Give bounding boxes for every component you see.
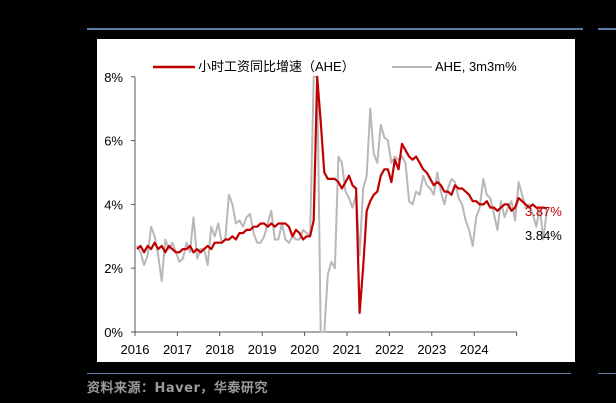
bottom-rule [87,373,571,374]
x-tick-label: 2016 [121,342,150,357]
series-line-ahe-yoy [136,75,548,314]
x-tick-label: 2018 [205,342,234,357]
chart-axes: 0% 2% 4% 6% 8% 2016 2017 2018 2019 2020 2021 2022 20… [104,70,518,357]
legend-label-ahe-3m3m: AHE, 3m3m% [435,59,517,74]
series-line-ahe-3m3m [136,75,548,333]
top-rule-right [598,28,616,30]
chart-legend: 小时工资同比增速（AHE） AHE, 3m3m% [153,59,517,74]
x-tick-label: 2020 [290,342,319,357]
y-tick-label: 4% [104,197,123,212]
x-tick-label: 2022 [375,342,404,357]
bottom-rule-right [598,373,616,374]
chart-annotations: 3.87% 3.84% [525,204,562,243]
top-rule [87,28,583,30]
x-tick-label: 2019 [248,342,277,357]
source-note: 资料来源：Haver，华泰研究 [87,381,268,396]
x-tick-label: 2023 [417,342,446,357]
chart-series [136,75,548,333]
y-tick-label: 8% [104,70,123,85]
x-tick-label: 2017 [163,342,192,357]
y-tick-label: 2% [104,261,123,276]
y-tick-label: 0% [104,325,123,340]
last-value-ahe-3m3m: 3.84% [525,228,562,243]
chart-panel [97,39,575,362]
legend-label-ahe-yoy: 小时工资同比增速（AHE） [198,59,355,74]
last-value-ahe-yoy: 3.87% [525,204,562,219]
y-tick-label: 6% [104,134,123,149]
x-tick-label: 2021 [333,342,362,357]
x-tick-label: 2024 [460,342,489,357]
